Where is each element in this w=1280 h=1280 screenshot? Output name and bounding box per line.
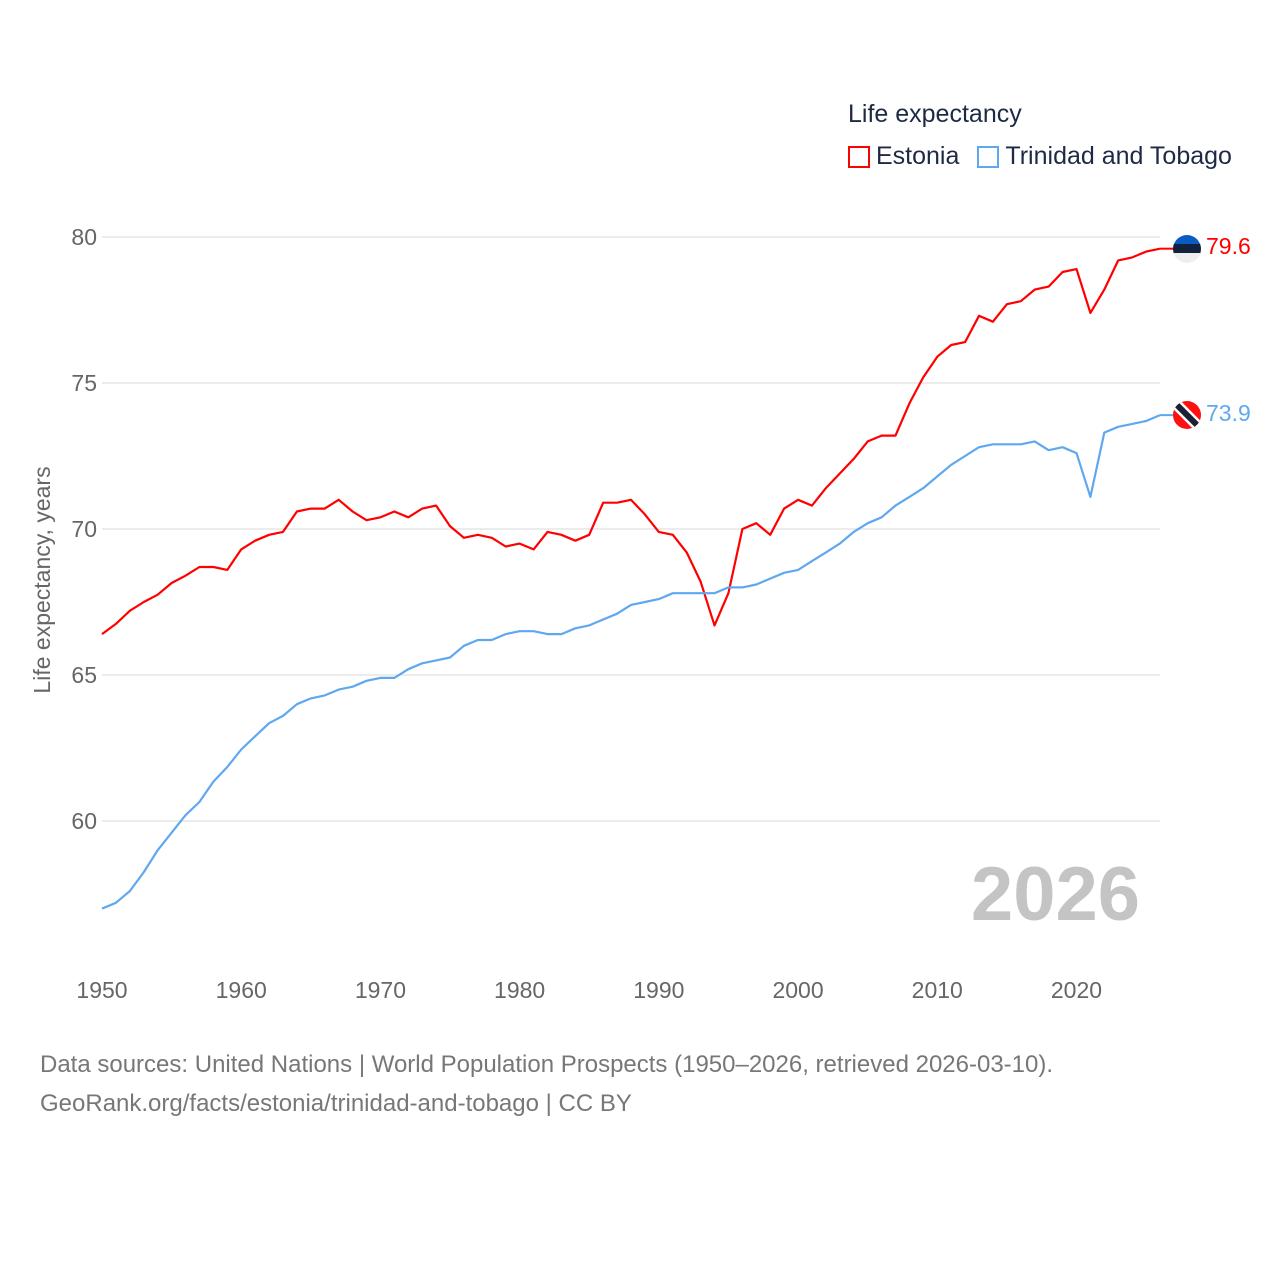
x-tick-label: 2010: [912, 977, 963, 1003]
legend-label-estonia: Estonia: [876, 142, 960, 170]
source-url[interactable]: GeoRank.org/facts/estonia/trinidad-and-t…: [40, 1090, 632, 1117]
y-tick-label: 65: [71, 662, 97, 688]
footer: Data sources: United Nations | World Pop…: [40, 1045, 1053, 1123]
y-tick-label: 70: [71, 516, 97, 542]
end-label-estonia: 79.6: [1206, 233, 1251, 259]
x-tick-label: 1990: [633, 977, 684, 1003]
x-tick-label: 2000: [772, 977, 823, 1003]
x-tick-label: 1970: [355, 977, 406, 1003]
legend-swatch-estonia: [848, 145, 870, 168]
legend-label-trinidad: Trinidad and Tobago: [1005, 142, 1232, 170]
legend-item-estonia[interactable]: Estonia: [848, 142, 959, 171]
year-watermark: 2026: [971, 852, 1140, 937]
series-line-estonia: [101, 247, 1161, 635]
series-line-trinidad-and-tobago: [101, 414, 1161, 910]
y-tick-label: 60: [71, 808, 97, 834]
estonia-flag-icon: [1173, 235, 1201, 263]
y-axis-label: Life expectancy, years: [29, 466, 55, 693]
x-tick-label: 1980: [494, 977, 545, 1003]
y-tick-label: 80: [71, 224, 97, 250]
x-tick-label: 1950: [76, 977, 127, 1003]
y-tick-label: 75: [71, 370, 97, 396]
trinidad-flag-icon: [1173, 401, 1201, 429]
x-tick-label: 2020: [1051, 977, 1102, 1003]
legend: Estonia Trinidad and Tobago: [848, 142, 1232, 171]
source-text: Data sources: United Nations | World Pop…: [40, 1051, 1054, 1078]
legend-swatch-trinidad: [977, 145, 1000, 168]
end-label-trinidad: 73.9: [1206, 400, 1251, 426]
legend-title: Life expectancy: [848, 100, 1022, 128]
x-tick-label: 1960: [216, 977, 267, 1003]
legend-item-trinidad[interactable]: Trinidad and Tobago: [977, 142, 1232, 171]
